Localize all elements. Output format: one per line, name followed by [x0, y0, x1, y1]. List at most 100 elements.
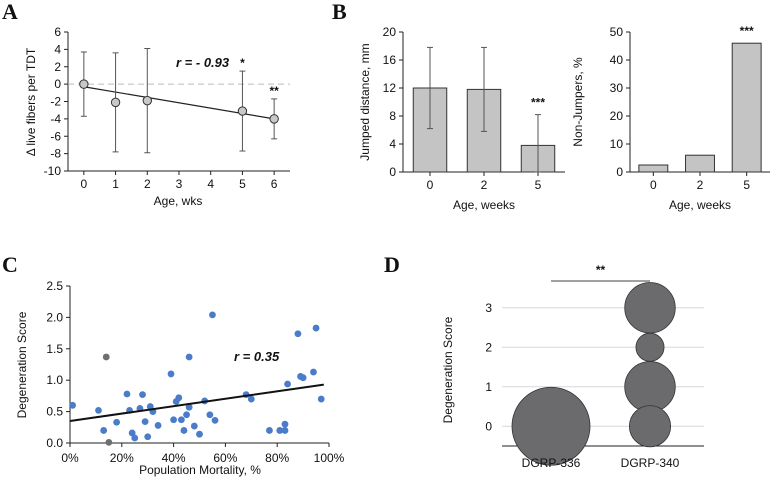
bar [638, 164, 669, 173]
y-tick-label: 16 [383, 53, 397, 67]
y-tick-label: 0 [54, 77, 61, 91]
significance-marker: ** [269, 84, 279, 98]
blue-data-point [312, 324, 320, 332]
x-tick-label: 5 [535, 178, 542, 192]
blue-data-point [247, 395, 255, 403]
panel-label-d: D [384, 252, 400, 277]
x-tick-label: 2 [697, 178, 704, 192]
x-tick-label: 1 [112, 177, 119, 191]
y-axis-label: Degeneration Score [15, 311, 29, 418]
bubble [511, 386, 591, 466]
y-tick-label: 20 [610, 109, 624, 123]
blue-data-point [144, 433, 152, 441]
x-tick-label: 2 [144, 177, 151, 191]
blue-data-point [196, 430, 203, 438]
blue-data-point [185, 353, 193, 361]
y-tick-label: -8 [50, 147, 61, 161]
y-tick-label: -2 [50, 95, 61, 109]
x-axis-label: Population Mortality, % [139, 463, 261, 477]
blue-data-point [170, 416, 178, 424]
y-tick-label: 0.5 [46, 405, 63, 419]
blue-data-point [128, 429, 136, 437]
blue-data-point [190, 422, 198, 430]
blue-data-point [276, 427, 284, 434]
gray-data-point [102, 353, 110, 361]
y-axis-label: Δ live fibers per TDT [24, 47, 38, 156]
y-tick-label: 8 [389, 109, 396, 123]
blue-data-point [206, 411, 214, 419]
y-tick-label: -10 [44, 164, 62, 178]
y-tick-label: 1.0 [46, 373, 63, 387]
x-tick-label: 5 [239, 177, 246, 191]
significance-marker: *** [531, 96, 545, 110]
chart-c: 0.0 0.5 1.0 1.5 2.0 2.5 0% 20% 40% 60% 80% 100% r = … [15, 279, 345, 477]
x-axis-label: Age, weeks [453, 198, 515, 212]
blue-data-point [299, 374, 307, 382]
blue-data-point [113, 418, 121, 426]
blue-data-point [209, 311, 216, 319]
y-tick-label: 40 [610, 53, 624, 67]
y-axis-label: Degeneration Score [441, 316, 455, 423]
significance-marker: * [240, 56, 245, 70]
x-tick-label: 0 [650, 178, 657, 192]
blue-data-point [281, 427, 289, 434]
y-tick-label: 4 [54, 42, 61, 56]
x-tick-label: 6 [271, 177, 278, 191]
y-tick-label: 1.5 [46, 342, 63, 356]
y-tick-label: 6 [54, 25, 61, 39]
x-tick-label: 3 [176, 177, 183, 191]
panel-label-b: B [332, 0, 347, 24]
y-tick-label: 12 [383, 81, 397, 95]
chart-b-jumped-distance: 0 4 8 12 16 20 0 2 5 *** Age, weeks Jumped distance… [358, 25, 565, 212]
significance-marker: *** [740, 24, 754, 38]
blue-data-point [294, 330, 302, 338]
data-point [142, 95, 152, 106]
y-tick-label: 2 [54, 60, 61, 74]
y-tick-label: 2.5 [46, 279, 63, 293]
panel-label-c: C [2, 252, 18, 277]
chart-d: 0 1 2 3 DGRP-336 DGRP-340 ** Degeneration Score [441, 263, 704, 470]
y-tick-label: 0 [485, 419, 492, 433]
x-tick-label: 5 [743, 178, 750, 192]
gray-data-point [105, 438, 113, 446]
x-axis-label: Age, weeks [669, 198, 731, 212]
blue-data-point [266, 427, 273, 434]
blue-data-point [175, 394, 183, 402]
x-tick-label: 2 [481, 178, 488, 192]
blue-data-point [183, 411, 190, 419]
panel-label-a: A [2, 0, 18, 24]
x-tick-label: DGRP-340 [621, 456, 680, 470]
data-point [237, 106, 248, 116]
y-tick-label: 2 [485, 340, 492, 354]
x-tick-label: 4 [207, 177, 214, 191]
bubble [628, 405, 672, 448]
bar [731, 42, 762, 173]
blue-data-point [177, 416, 185, 424]
data-point [79, 79, 89, 89]
blue-data-point [95, 406, 102, 414]
bubble [624, 282, 676, 334]
x-tick-label: DGRP-336 [522, 456, 581, 470]
blue-data-point [185, 403, 193, 411]
blue-data-point [123, 390, 131, 398]
y-axis-label: Jumped distance, mm [358, 43, 372, 160]
y-tick-label: 10 [610, 137, 624, 151]
y-axis-label: Non-Jumpers, % [571, 57, 585, 147]
blue-data-point [281, 420, 289, 428]
y-tick-label: 0 [389, 165, 396, 179]
correlation-annotation: r = 0.35 [234, 349, 280, 364]
y-tick-label: 4 [389, 137, 396, 151]
blue-data-point [154, 422, 162, 429]
x-tick-label: 20% [110, 451, 134, 465]
x-axis-label: Age, wks [154, 194, 203, 208]
x-tick-label: 40% [162, 451, 186, 465]
blue-data-point [310, 368, 317, 376]
chart-b-non-jumpers: 0 10 20 30 40 50 0 2 5 *** Age, weeks Non-Jumpers, … [571, 24, 770, 212]
y-tick-label: -6 [50, 129, 61, 143]
blue-data-point [131, 434, 139, 442]
x-tick-label: 100% [314, 451, 345, 465]
y-tick-label: 0 [616, 165, 623, 179]
y-tick-label: 30 [610, 81, 624, 95]
